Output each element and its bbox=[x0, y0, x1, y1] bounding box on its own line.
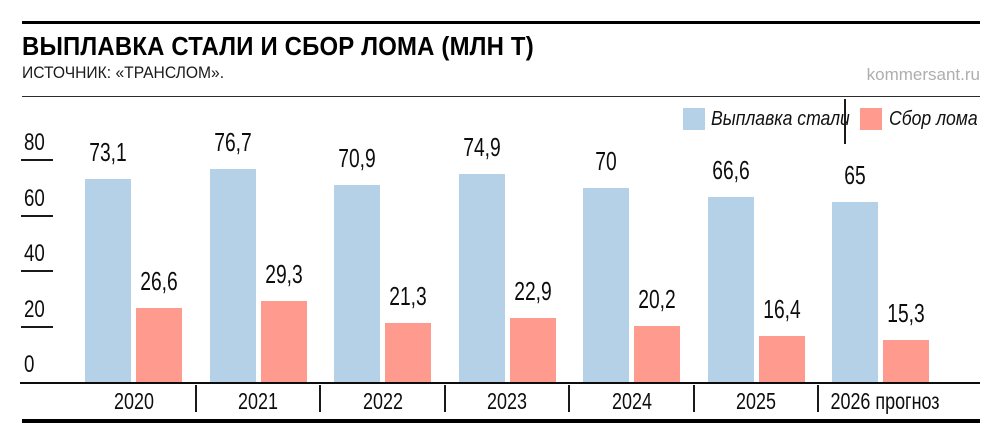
bar-scrap bbox=[883, 339, 929, 382]
x-axis-cell-divider bbox=[817, 385, 820, 412]
x-axis-category-label: 2026 прогноз bbox=[829, 388, 940, 414]
bar-scrap bbox=[260, 300, 307, 382]
source-label: ИСТОЧНИК: «ТРАНСЛОМ». bbox=[22, 63, 225, 82]
bar-steel bbox=[832, 201, 878, 382]
y-axis-tick-label: 40 bbox=[24, 240, 45, 267]
kommersant-watermark: kommersant.ru bbox=[866, 65, 980, 84]
y-axis-tick-label: 80 bbox=[24, 129, 45, 156]
legend-swatch-steel bbox=[683, 108, 705, 130]
x-axis-cell-divider bbox=[443, 385, 446, 412]
legend-divider bbox=[844, 99, 846, 144]
legend-label-steel: Выплавка стали bbox=[711, 108, 850, 130]
x-axis-category-label: 2021 bbox=[238, 388, 278, 414]
legend-label-scrap: Сбор лома bbox=[889, 108, 978, 130]
y-axis-tick bbox=[21, 159, 53, 161]
x-axis-category-label: 2022 bbox=[362, 388, 403, 414]
x-axis-cell-divider bbox=[319, 385, 322, 412]
chart-title: ВЫПЛАВКА СТАЛИ И СБОР ЛОМА (МЛН Т) bbox=[22, 31, 534, 61]
x-axis-cell-divider bbox=[194, 385, 197, 412]
bar-value-scrap: 16,4 bbox=[762, 294, 801, 325]
bar-steel bbox=[209, 169, 256, 382]
bar-value-steel: 74,9 bbox=[462, 132, 501, 163]
x-axis-cell-divider bbox=[568, 385, 571, 412]
y-axis-tick-label: 20 bbox=[24, 295, 45, 323]
bottom-rule bbox=[22, 419, 980, 423]
y-axis-tick-label: 0 bbox=[24, 351, 35, 378]
x-axis-category-label: 2024 bbox=[611, 388, 652, 414]
bar-scrap bbox=[634, 325, 680, 382]
bar-value-steel: 65 bbox=[844, 159, 866, 190]
bar-steel bbox=[583, 187, 629, 382]
bar-value-steel: 66,6 bbox=[711, 155, 750, 186]
y-axis-tick bbox=[21, 214, 53, 217]
x-axis-category-label: 2023 bbox=[487, 388, 527, 414]
bar-value-scrap: 20,2 bbox=[638, 283, 676, 314]
y-axis-tick bbox=[21, 270, 53, 272]
x-axis-category-label: 2020 bbox=[113, 388, 154, 414]
header-divider bbox=[22, 96, 980, 97]
bar-value-steel: 73,1 bbox=[89, 137, 127, 168]
bar-value-scrap: 15,3 bbox=[887, 297, 925, 328]
bar-scrap bbox=[136, 308, 182, 382]
bar-scrap bbox=[385, 322, 431, 382]
bar-steel bbox=[334, 185, 380, 382]
bar-steel bbox=[85, 179, 131, 382]
bar-value-scrap: 29,3 bbox=[264, 258, 303, 289]
y-axis-tick bbox=[21, 325, 53, 328]
bar-steel bbox=[707, 197, 754, 382]
bar-value-scrap: 26,6 bbox=[140, 266, 178, 297]
legend-swatch-scrap bbox=[860, 108, 882, 130]
bar-scrap bbox=[758, 336, 805, 382]
x-axis-category-label: 2025 bbox=[736, 388, 776, 414]
top-rule bbox=[22, 21, 980, 24]
bar-value-steel: 70 bbox=[595, 145, 617, 176]
bar-steel bbox=[458, 174, 505, 382]
bar-value-steel: 76,7 bbox=[213, 127, 252, 158]
x-axis-cell-divider bbox=[692, 385, 695, 412]
bar-value-scrap: 22,9 bbox=[513, 276, 552, 307]
y-axis-tick-label: 60 bbox=[24, 184, 45, 212]
bar-scrap bbox=[509, 318, 556, 382]
bar-value-steel: 70,9 bbox=[338, 143, 376, 174]
x-axis-line bbox=[20, 382, 980, 384]
bar-value-scrap: 21,3 bbox=[389, 280, 427, 311]
